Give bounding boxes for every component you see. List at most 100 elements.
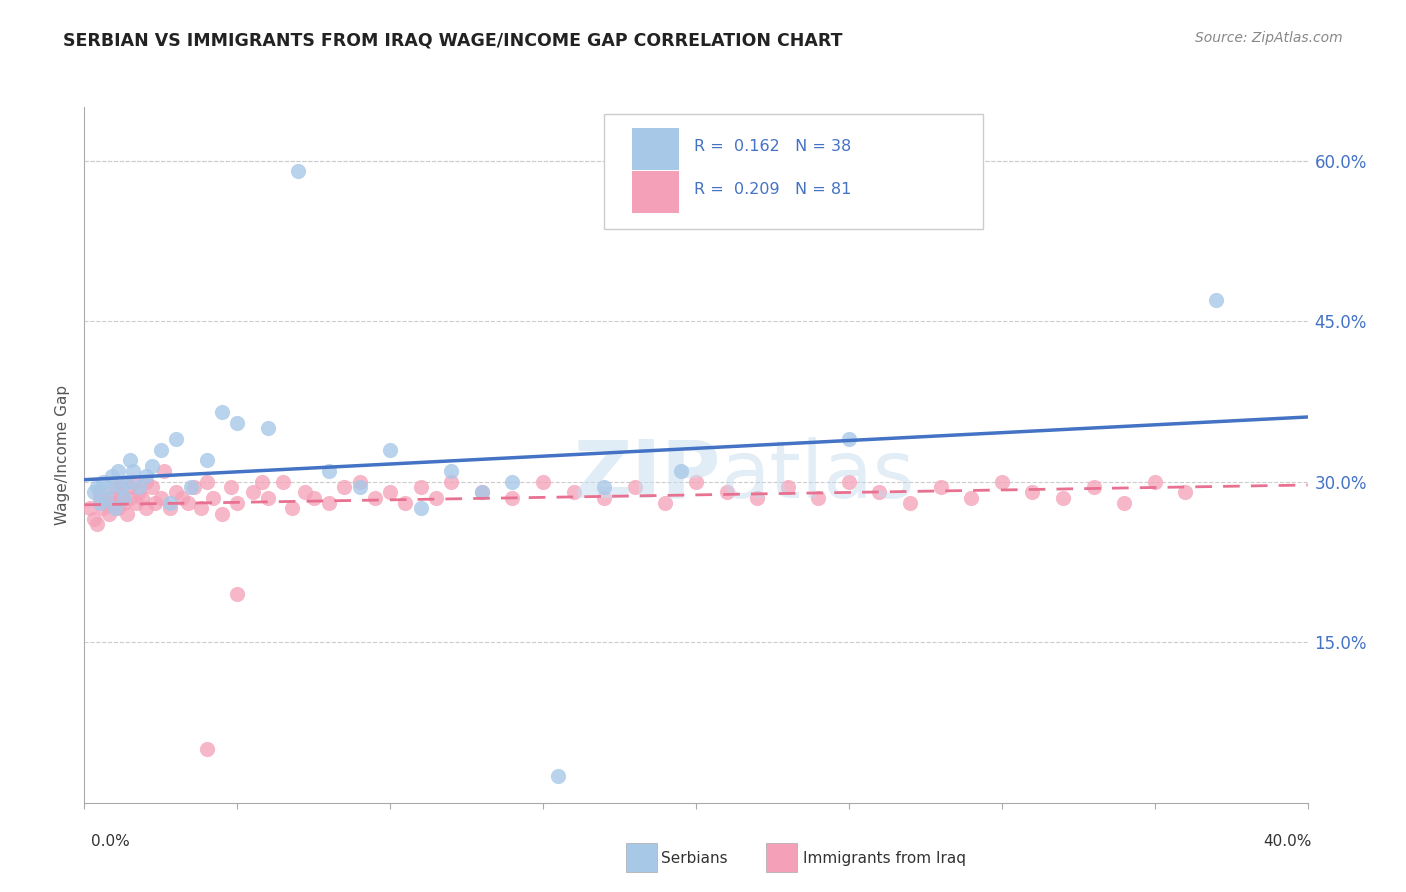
Point — [94, 491, 117, 505]
Point — [131, 491, 153, 505]
Point — [547, 769, 569, 783]
Point — [122, 475, 145, 489]
Point — [94, 496, 117, 510]
Point — [409, 501, 432, 516]
Point — [624, 480, 647, 494]
Point — [226, 587, 249, 601]
Point — [333, 480, 356, 494]
Point — [125, 496, 148, 510]
Text: ZIP: ZIP — [574, 437, 720, 515]
Point — [201, 491, 224, 505]
Text: Serbians: Serbians — [661, 851, 727, 865]
Text: 0.0%: 0.0% — [91, 834, 131, 849]
Point — [440, 475, 463, 489]
Point — [135, 475, 157, 489]
Point — [195, 475, 218, 489]
Point — [128, 480, 150, 494]
Point — [226, 496, 249, 510]
Point — [716, 485, 738, 500]
Point — [898, 496, 921, 510]
Point — [394, 496, 416, 510]
Text: R =  0.209   N = 81: R = 0.209 N = 81 — [693, 182, 851, 196]
Point — [112, 491, 135, 505]
Text: 40.0%: 40.0% — [1264, 834, 1312, 849]
Point — [79, 501, 101, 516]
Point — [226, 416, 249, 430]
Point — [190, 501, 212, 516]
Point — [838, 432, 860, 446]
Point — [86, 480, 108, 494]
Point — [502, 491, 524, 505]
Point — [1114, 496, 1136, 510]
Point — [89, 485, 111, 500]
Point — [165, 432, 187, 446]
FancyBboxPatch shape — [633, 128, 679, 169]
Point — [318, 496, 340, 510]
Point — [101, 469, 124, 483]
Point — [654, 496, 676, 510]
Text: Immigrants from Iraq: Immigrants from Iraq — [803, 851, 966, 865]
Point — [89, 491, 111, 505]
Point — [531, 475, 554, 489]
Point — [149, 442, 172, 457]
Point — [960, 491, 983, 505]
Point — [838, 475, 860, 489]
Point — [104, 496, 127, 510]
FancyBboxPatch shape — [605, 114, 983, 229]
Point — [281, 501, 304, 516]
Point — [120, 491, 142, 505]
Point — [562, 485, 585, 500]
Text: R =  0.162   N = 38: R = 0.162 N = 38 — [693, 139, 851, 154]
Point — [177, 496, 200, 510]
Point — [991, 475, 1014, 489]
Point — [471, 485, 494, 500]
Point — [83, 512, 105, 526]
Point — [409, 480, 432, 494]
Point — [1083, 480, 1105, 494]
Point — [1021, 485, 1043, 500]
Point — [91, 475, 114, 489]
Point — [110, 491, 132, 505]
Point — [211, 405, 233, 419]
Point — [318, 464, 340, 478]
Point — [141, 480, 163, 494]
Point — [257, 491, 280, 505]
Text: SERBIAN VS IMMIGRANTS FROM IRAQ WAGE/INCOME GAP CORRELATION CHART: SERBIAN VS IMMIGRANTS FROM IRAQ WAGE/INC… — [63, 31, 842, 49]
Y-axis label: Wage/Income Gap: Wage/Income Gap — [55, 384, 70, 525]
Point — [242, 485, 264, 500]
Point — [165, 485, 187, 500]
Point — [593, 480, 616, 494]
Point — [101, 491, 124, 505]
Point — [149, 491, 172, 505]
Point — [349, 475, 371, 489]
Text: atlas: atlas — [720, 437, 915, 515]
Text: Source: ZipAtlas.com: Source: ZipAtlas.com — [1195, 31, 1343, 45]
Point — [349, 480, 371, 494]
Point — [83, 485, 105, 500]
Point — [112, 496, 135, 510]
Point — [97, 480, 120, 494]
Point — [141, 458, 163, 473]
Point — [502, 475, 524, 489]
Point — [302, 491, 325, 505]
Point — [929, 480, 952, 494]
Point — [172, 491, 194, 505]
Point — [180, 480, 202, 494]
Point — [91, 501, 114, 516]
Point — [250, 475, 273, 489]
Point — [669, 464, 692, 478]
Point — [440, 464, 463, 478]
Point — [120, 480, 142, 494]
Point — [869, 485, 891, 500]
Point — [104, 501, 127, 516]
Point — [593, 491, 616, 505]
Point — [135, 501, 157, 516]
Point — [294, 485, 316, 500]
Point — [159, 501, 181, 516]
Point — [122, 464, 145, 478]
Point — [685, 475, 707, 489]
Point — [364, 491, 387, 505]
Point — [1205, 293, 1227, 307]
Point — [107, 464, 129, 478]
Point — [153, 464, 176, 478]
